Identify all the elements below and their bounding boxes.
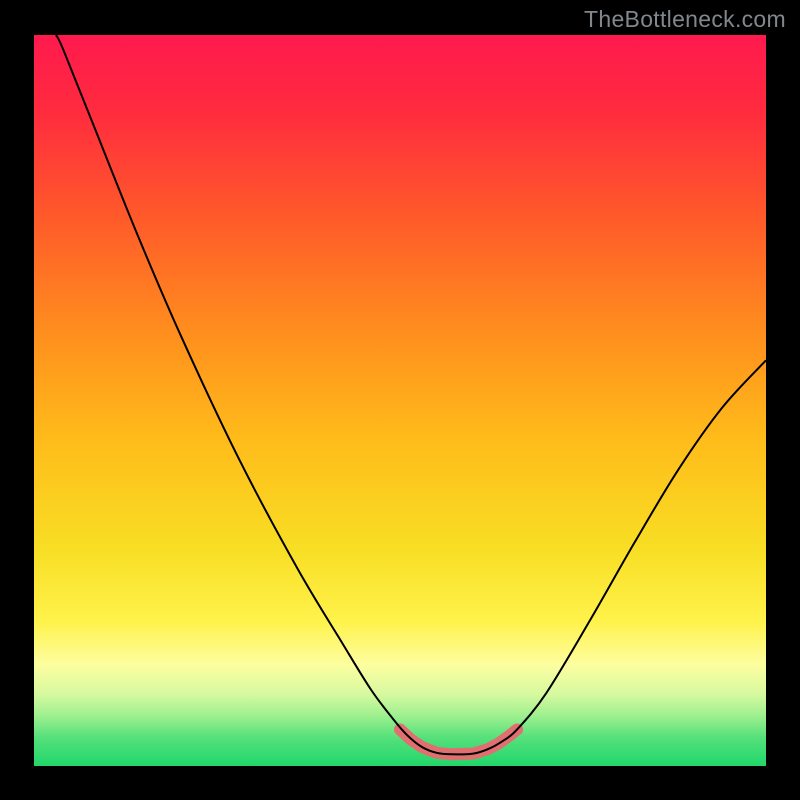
chart-svg [34,35,766,766]
plot-area [34,35,766,766]
bottleneck-curve [56,35,766,754]
chart-frame: TheBottleneck.com [0,0,800,800]
watermark-text: TheBottleneck.com [584,6,786,33]
floor-highlight-dot [395,724,406,735]
